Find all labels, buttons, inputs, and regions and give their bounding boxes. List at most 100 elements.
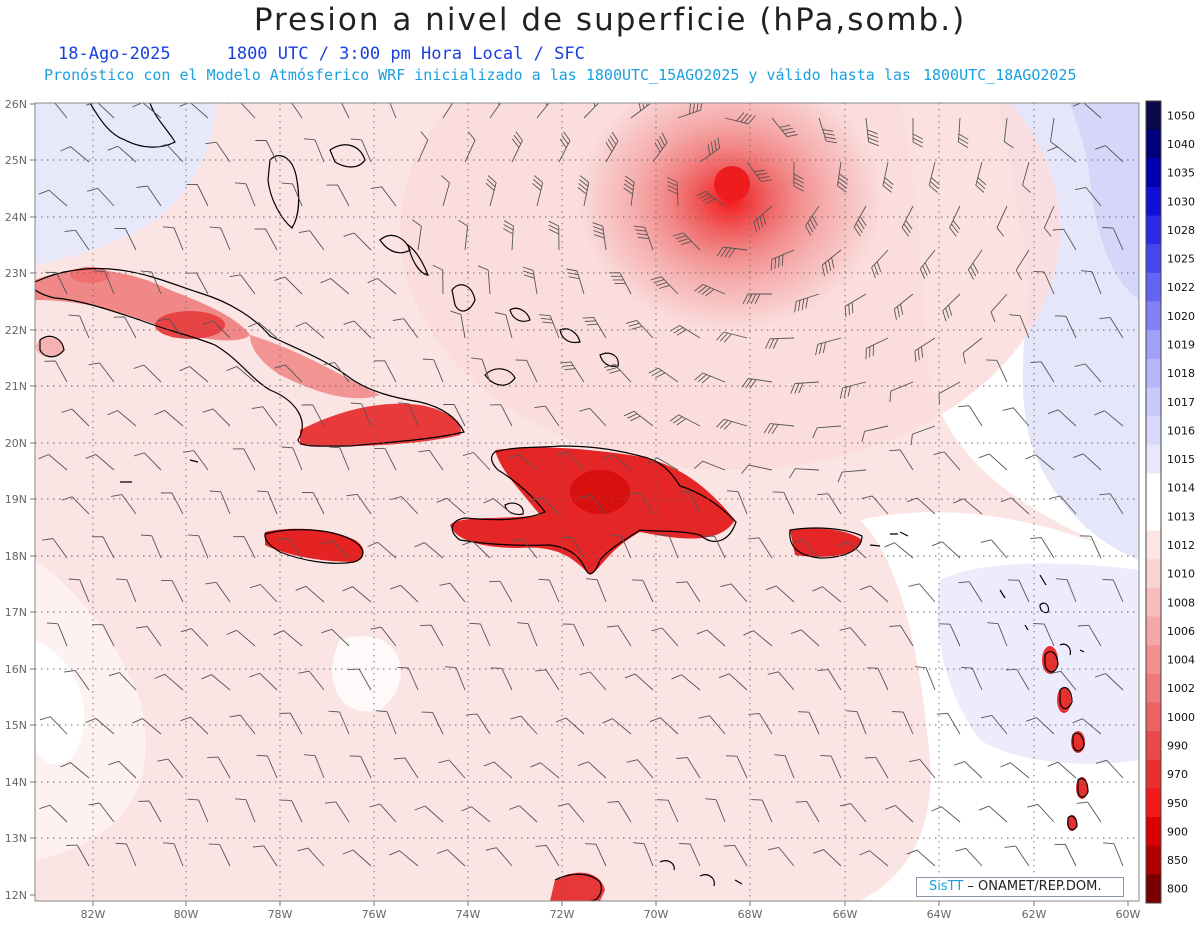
- colorbar-swatch: [1146, 616, 1161, 646]
- wind-barb: [248, 322, 278, 339]
- wind-barb: [1033, 270, 1055, 295]
- wind-barb: [202, 408, 231, 427]
- wind-barb: [179, 103, 209, 119]
- lat-label: 17N: [5, 606, 27, 619]
- wind-barb: [136, 625, 162, 647]
- wind-barb: [629, 492, 654, 515]
- puerto-rico-coast: [789, 527, 863, 559]
- colorbar-swatch: [1146, 301, 1161, 331]
- wind-barb: [748, 713, 773, 735]
- wind-barb: [774, 754, 795, 779]
- wind-barb: [566, 268, 585, 295]
- wind-barb: [161, 580, 184, 603]
- wind-barb: [133, 364, 162, 383]
- wind-barb: [107, 410, 137, 427]
- wind-barb: [649, 717, 679, 735]
- lat-label: 21N: [5, 380, 27, 393]
- wind-barb: [805, 205, 820, 236]
- wind-barb: [770, 249, 795, 271]
- wind-barb: [1002, 407, 1030, 427]
- wind-barb: [889, 449, 914, 471]
- colorbar-swatch: [1146, 101, 1161, 131]
- colorbar-swatch: [1146, 702, 1161, 732]
- lat-label: 13N: [5, 832, 27, 845]
- wind-barb: [978, 453, 1008, 471]
- wind-barb: [602, 454, 632, 471]
- wind-barb: [812, 586, 842, 603]
- wind-barb: [953, 498, 983, 515]
- wind-barb: [980, 539, 1008, 559]
- lat-label: 25N: [5, 154, 27, 167]
- lon-label: 60W: [1116, 908, 1141, 921]
- wind-barb: [68, 314, 90, 339]
- wind-barb: [44, 360, 68, 383]
- colorbar-label: 1002: [1167, 682, 1195, 695]
- wind-barb: [229, 714, 256, 735]
- bahamas-5: [451, 284, 476, 312]
- wind-barb: [1047, 409, 1077, 427]
- wind-barb: [657, 799, 679, 823]
- wind-barb: [389, 103, 397, 119]
- wind-barb: [458, 219, 469, 251]
- colorbar-label: 1022: [1167, 281, 1195, 294]
- white-patch-south: [332, 636, 401, 712]
- brand-logo: SisTT: [929, 879, 964, 894]
- colorbar-swatch: [1146, 817, 1161, 847]
- wind-barb: [438, 759, 466, 779]
- wind-barb: [582, 316, 607, 339]
- wind-barb: [205, 141, 231, 163]
- wind-barb: [255, 140, 278, 163]
- wind-barb: [420, 624, 444, 647]
- wind-barb: [180, 628, 209, 647]
- wind-barb: [631, 579, 654, 603]
- wind-barb: [367, 278, 397, 295]
- colorbar-swatch: [1146, 530, 1161, 560]
- colorbar-frame: [1145, 100, 1162, 904]
- wind-barb: [720, 583, 748, 603]
- lon-label: 68W: [738, 908, 763, 921]
- lon-label: 82W: [81, 908, 106, 921]
- wind-barb: [442, 103, 454, 119]
- wind-barb: [249, 584, 278, 603]
- wind-barb: [1095, 673, 1124, 691]
- wind-barb: [277, 537, 303, 559]
- wind-barb: [414, 542, 444, 559]
- wind-barb: [397, 666, 419, 691]
- wind-barb: [967, 249, 983, 280]
- wind-barb: [412, 219, 422, 251]
- colorbar-swatch: [1146, 444, 1161, 474]
- colorbar-label: 1000: [1167, 711, 1195, 724]
- wind-barb: [648, 367, 679, 383]
- wind-barb: [207, 756, 231, 779]
- colorbar-label: 1012: [1167, 539, 1195, 552]
- wind-barb: [908, 583, 936, 603]
- wind-barb: [933, 451, 961, 471]
- colorbar-swatch: [1146, 845, 1161, 875]
- wind-barb: [393, 757, 419, 779]
- wind-barb: [136, 185, 162, 207]
- wind-barb: [861, 495, 889, 515]
- wind-barb: [328, 446, 350, 471]
- wind-barb: [579, 407, 607, 427]
- wind-barb: [66, 844, 90, 867]
- wind-barb: [1030, 361, 1055, 383]
- wind-barb: [45, 271, 68, 295]
- wind-barb: [1095, 759, 1124, 779]
- wind-barb: [864, 756, 889, 779]
- lon-label: 78W: [268, 908, 293, 921]
- wind-barb: [1009, 314, 1030, 339]
- wind-barb: [958, 581, 983, 603]
- wind-barb: [958, 405, 983, 427]
- wind-barb: [938, 623, 961, 647]
- wind-barb: [326, 184, 350, 207]
- wind-barb: [753, 205, 773, 233]
- wind-barb: [342, 586, 372, 603]
- lat-labels: 12N 13N 14N 15N 16N 17N 18N 19N 20N 21N …: [5, 98, 27, 902]
- wind-barb: [179, 366, 209, 383]
- bahamas-6: [484, 368, 516, 386]
- wind-barb: [281, 446, 303, 471]
- lat-label: 15N: [5, 719, 27, 732]
- wind-barb: [608, 272, 632, 295]
- wind-barb: [140, 534, 162, 559]
- wind-barb: [865, 337, 889, 360]
